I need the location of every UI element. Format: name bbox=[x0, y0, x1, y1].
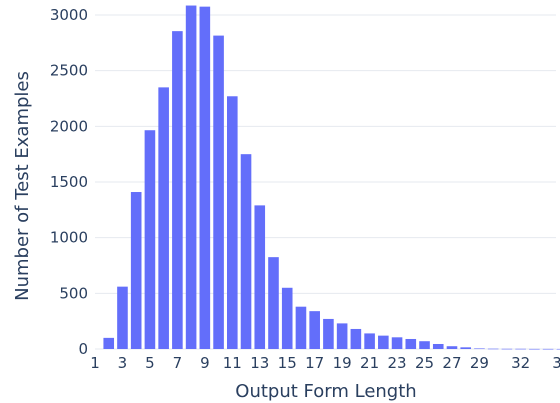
bar-34 bbox=[542, 348, 554, 350]
gridlines bbox=[95, 14, 556, 350]
bar-29 bbox=[474, 348, 485, 350]
bar-27 bbox=[446, 346, 458, 349]
bar-12 bbox=[240, 154, 252, 349]
x-tick-labels: 1357911131517192123252729323541 bbox=[90, 354, 560, 372]
bar-3 bbox=[117, 286, 128, 349]
y-tick-label: 500 bbox=[59, 284, 88, 302]
x-tick-label: 19 bbox=[333, 354, 352, 372]
bar-35 bbox=[556, 348, 560, 350]
x-tick-label: 27 bbox=[442, 354, 461, 372]
bar-30 bbox=[487, 348, 499, 350]
bar-19 bbox=[336, 323, 348, 349]
y-tick-label: 2000 bbox=[50, 117, 88, 135]
bar-33 bbox=[529, 348, 540, 350]
bar-4 bbox=[130, 192, 142, 349]
x-axis-title: Output Form Length bbox=[235, 381, 416, 402]
bar-5 bbox=[144, 130, 156, 349]
x-tick-label: 9 bbox=[200, 354, 210, 372]
bar-24 bbox=[405, 338, 417, 349]
x-tick-label: 1 bbox=[90, 354, 100, 372]
x-tick-label: 35 bbox=[552, 354, 560, 372]
bar-13 bbox=[254, 205, 266, 349]
x-tick-label: 7 bbox=[173, 354, 183, 372]
x-tick-label: 15 bbox=[278, 354, 297, 372]
x-tick-label: 11 bbox=[223, 354, 242, 372]
x-tick-label: 3 bbox=[118, 354, 128, 372]
bar-9 bbox=[199, 6, 211, 350]
y-tick-labels: 0 500 1000 1500 2000 2500 3000 bbox=[50, 6, 88, 358]
bar-16 bbox=[295, 306, 307, 349]
y-tick-label: 1000 bbox=[50, 229, 88, 247]
bar-20 bbox=[350, 328, 362, 349]
bar-6 bbox=[158, 87, 169, 350]
x-tick-label: 5 bbox=[145, 354, 155, 372]
bar-11 bbox=[227, 96, 238, 350]
bar-25 bbox=[419, 341, 430, 349]
x-tick-label: 23 bbox=[388, 354, 407, 372]
y-tick-label: 2500 bbox=[50, 62, 88, 80]
bar-23 bbox=[391, 337, 403, 349]
x-tick-label: 32 bbox=[511, 354, 530, 372]
y-axis-title: Number of Test Examples bbox=[12, 71, 33, 301]
bar-31 bbox=[501, 348, 513, 350]
y-tick-label: 3000 bbox=[50, 6, 88, 24]
x-tick-label: 17 bbox=[305, 354, 324, 372]
bar-10 bbox=[213, 35, 224, 349]
bar-8 bbox=[185, 5, 197, 349]
bar-14 bbox=[268, 257, 279, 349]
bar-18 bbox=[323, 318, 334, 349]
x-tick-label: 13 bbox=[250, 354, 269, 372]
y-tick-label: 0 bbox=[78, 340, 88, 358]
bar-28 bbox=[460, 347, 472, 349]
y-tick-label: 1500 bbox=[50, 173, 88, 191]
bar-2 bbox=[103, 337, 115, 349]
bar-7 bbox=[172, 31, 183, 349]
bar-32 bbox=[515, 348, 526, 350]
bar-22 bbox=[378, 335, 389, 349]
bar-15 bbox=[281, 287, 293, 349]
bars bbox=[103, 5, 560, 350]
bar-21 bbox=[364, 333, 375, 349]
bar-17 bbox=[309, 311, 320, 349]
x-tick-label: 21 bbox=[360, 354, 379, 372]
x-tick-label: 29 bbox=[470, 354, 489, 372]
x-tick-label: 25 bbox=[415, 354, 434, 372]
bar-26 bbox=[432, 343, 444, 349]
